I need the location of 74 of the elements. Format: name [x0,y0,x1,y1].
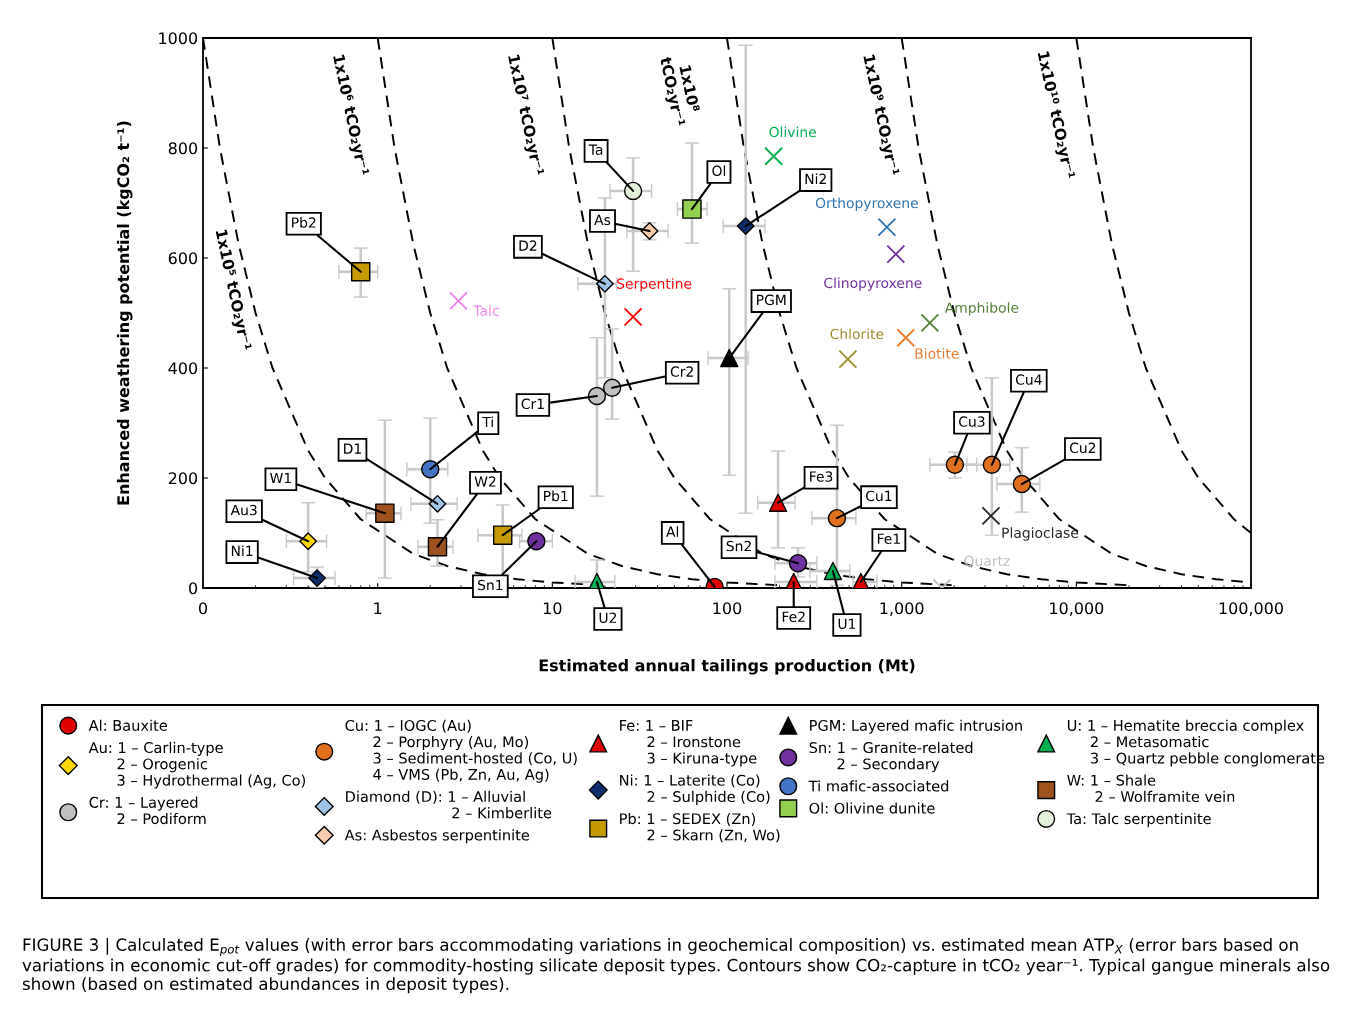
annotation: 1x10⁸ tCO₂yr⁻¹ [656,56,701,128]
legend-label: Diamond (D): 1 – Alluvial 2 – Kimberlite [346,790,552,819]
series-label: Quartz [964,555,1010,568]
legend-label: Pb: 1 – SEDEX (Zn) 2 – Skarn (Zn, Wo) [620,812,780,843]
annotation: W1 [270,472,291,484]
annotation: Pb2 [292,217,316,228]
annotation: 1x10⁶ tCO₂yr⁻¹ [329,54,370,177]
annotation: Au3 [230,504,257,516]
annotation: 1x10⁷ tCO₂yr⁻¹ [504,54,545,177]
annotation: Ta [588,144,603,155]
x-tick-label: 100 [713,602,742,615]
annotation: Ti [482,416,493,428]
legend-label: As: Asbestos serpentinite [344,829,530,844]
y-tick-label: 400 [168,362,198,375]
annotation: Cr2 [670,366,693,377]
annotation: 1x10⁹ tCO₂yr⁻¹ [860,54,900,177]
series-label: Orthopyroxene [815,197,918,211]
annotation: D1 [344,443,361,454]
legend-label: Cu: 1 – IOGC (Au) 2 – Porphyry (Au, Mo) 3 – Sediment-hosted (Co, U) 4 – VMS (Pb, Zn, Au, Ag) [345,719,577,783]
annotation: Cu1 [866,490,892,502]
annotation: U1 [838,618,856,629]
x-tick-label: 0 [198,602,208,615]
series-label: Chlorite [830,328,884,340]
annotation: 1x10¹⁰ tCO₂yr⁻¹ [1034,51,1076,180]
legend-label: Sn: 1 – Granite-related 2 – Secondary [809,741,973,773]
legend-label: Ol: Olivine dunite [809,802,935,814]
legend-label: PGM: Layered mafic intrusion [810,719,1022,734]
annotation: Pb1 [544,490,568,502]
x-tick-label: 1 [374,602,382,615]
annotation: W2 [474,476,496,487]
legend-label: Ta: Talc serpentinite [1066,812,1211,828]
annotation: Ni1 [231,545,253,556]
x-tick-label: 100,000 [1219,602,1283,616]
y-tick-label: 1000 [159,32,198,45]
x-tick-label: 10 [543,602,562,615]
legend-label: Cr: 1 – Layered 2 – Podiform [89,796,206,825]
annotation: 1x10⁵ tCO₂yr⁻¹ [212,229,253,352]
series-label: Biotite [915,348,959,359]
legend-label: W: 1 – Shale 2 – Wolframite vein [1067,774,1235,803]
legend-label: Ni: 1 – Laterite (Co) 2 – Sulphide (Co) [620,774,770,805]
annotation: U2 [599,612,617,623]
annotation: Cu4 [1015,374,1042,385]
legend-label: Fe: 1 – BIF 2 – Ironstone 3 – Kiruna-type [620,720,757,767]
annotation: PGM [757,294,786,306]
annotation: Ni2 [805,173,826,184]
annotation: Sn2 [726,540,751,552]
annotation: Sn1 [478,579,503,591]
legend-label: Al: Bauxite [88,719,168,731]
caption: FIGURE 3 | Calculated E$_{pot}$ values (with error bars accommodating variations in geochemical composition) vs. estimated mean ATP$_{X}$ (error bars based on variations in economic cut-off grades) for commodity-hosting silicate deposit types. Contours show CO₂-capture in tCO₂ year⁻¹. Typical gangue minerals also shown (based on estimated abundances in deposit types). [22,938,1330,994]
annotation: Fe2 [782,611,805,622]
y-tick-label: 800 [168,142,198,155]
annotation: Cu3 [959,416,985,427]
y-tick-label: 600 [168,252,198,265]
legend-label: Ti mafic-associated [808,780,949,792]
y-tick-label: 200 [168,472,198,485]
annotation: Ol [712,165,726,177]
annotation: As [594,214,611,226]
y-axis-title: Enhanced weathering potential (kgCO₂ t⁻¹) [116,121,133,505]
series-label: Olivine [769,126,816,138]
annotation: Fe1 [877,533,900,544]
annotation: Fe3 [810,471,833,482]
annotation: D2 [519,240,537,251]
x-tick-label: 1,000 [880,602,924,616]
series-label: Clinopyroxene [824,277,922,291]
series-label: Plagioclase [1002,527,1079,541]
annotation: Cu2 [1069,442,1096,454]
legend-label: Au: 1 – Carlin-type 2 – Orogenic 3 – Hydrothermal (Ag, Co) [88,741,305,789]
series-label: Serpentine [617,278,692,292]
x-tick-label: 10,000 [1050,602,1104,616]
annotation: Al [666,526,679,537]
x-axis-title: Estimated annual tailings production (Mt) [539,659,915,675]
y-tick-label: 0 [189,582,198,595]
annotation: Cr1 [521,398,544,410]
series-label: Talc [473,305,499,316]
